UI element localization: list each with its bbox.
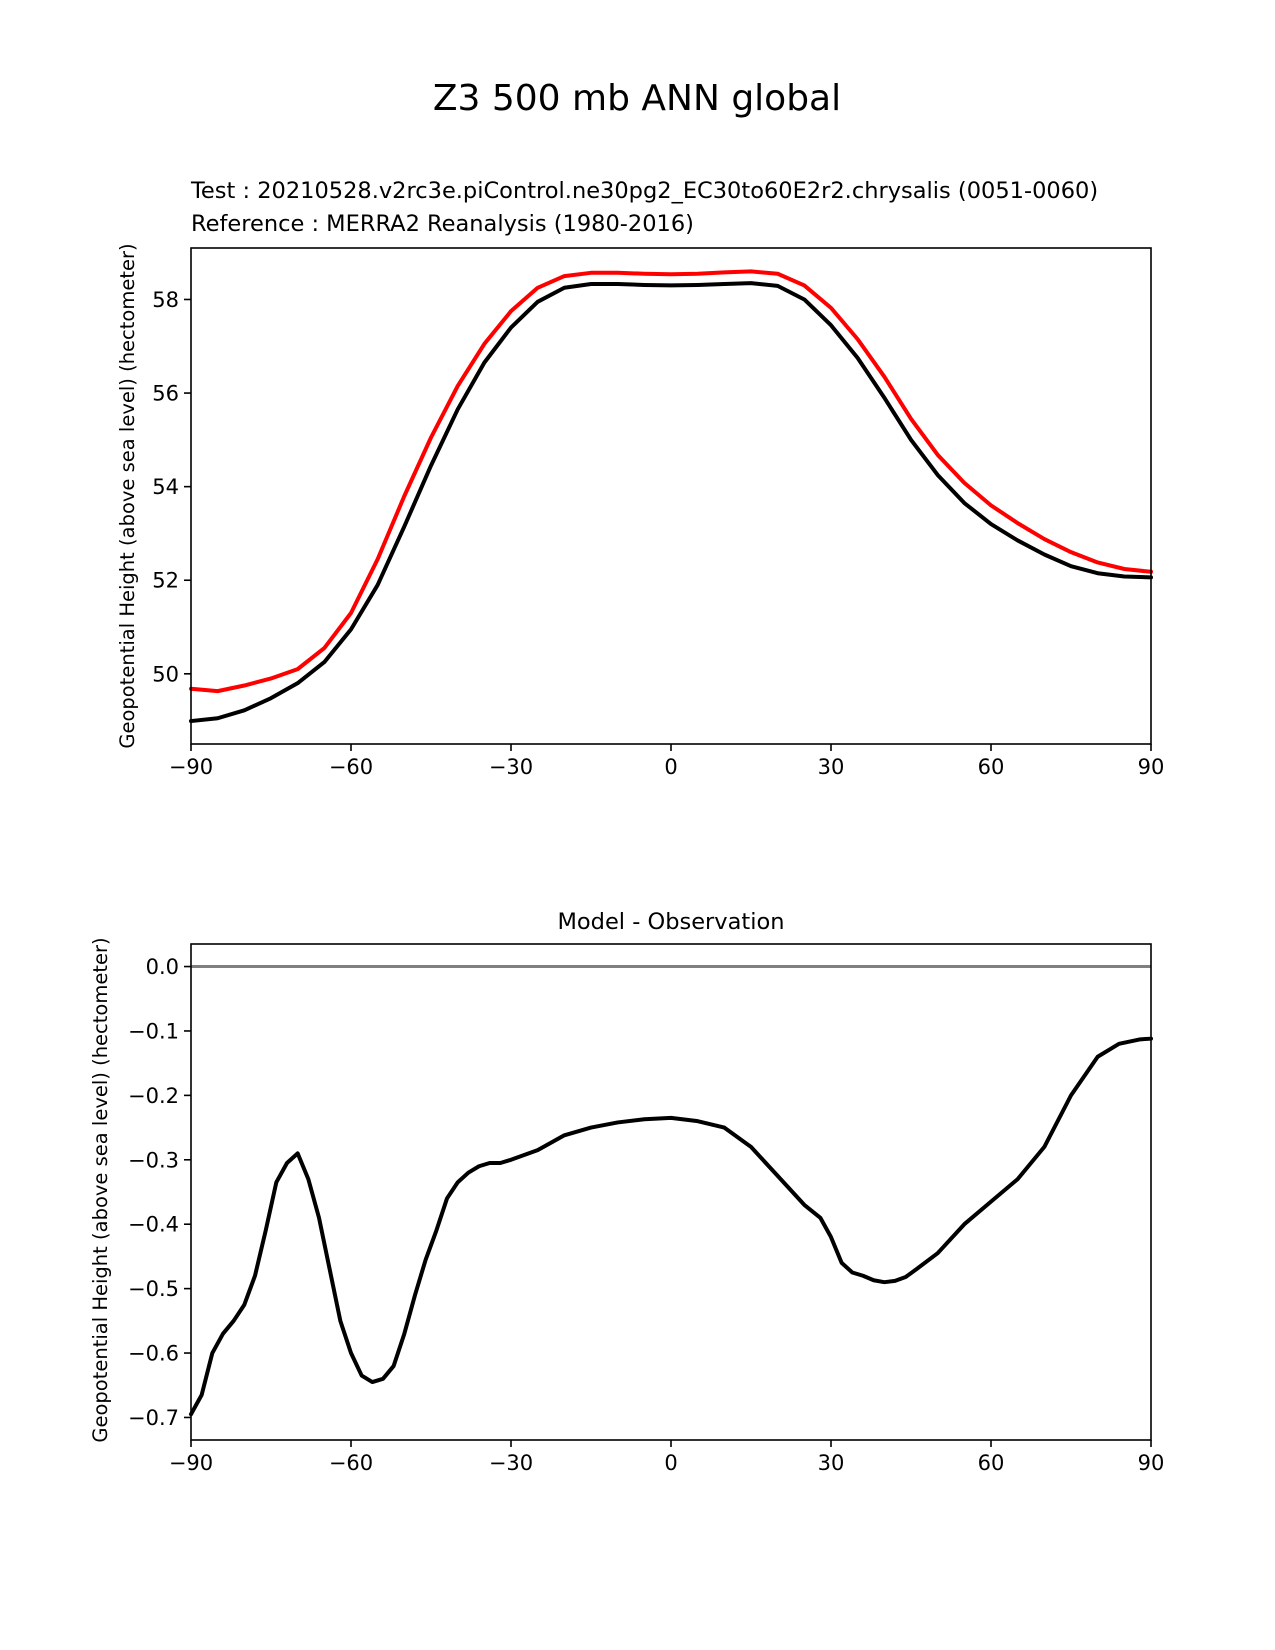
top-y-axis: 50 52 54 56 58 (152, 288, 191, 686)
bottom-x-tick-label: 90 (1138, 1451, 1165, 1475)
bottom-y-axis: 0.0 −0.1 −0.2 −0.3 −0.4 −0.5 −0.6 −0.7 (128, 955, 191, 1430)
top-series-line-test (189, 281, 1153, 724)
bottom-y-tick-label: −0.1 (128, 1019, 179, 1043)
top-y-tick-label: 58 (152, 288, 179, 312)
top-plot-frame (190, 247, 1152, 745)
figure-suptitle: Z3 500 mb ANN global (433, 78, 841, 119)
bottom-series-group (189, 1036, 1153, 1417)
bottom-y-tick-label: −0.6 (128, 1342, 179, 1366)
bottom-x-tick-label: 30 (818, 1451, 845, 1475)
top-series-group (189, 269, 1153, 724)
top-x-tick-label: 30 (818, 755, 845, 779)
top-x-tick-label: 60 (978, 755, 1005, 779)
bottom-panel: Model - Observation Geopotential Height … (89, 909, 1164, 1475)
bottom-y-tick-label: −0.7 (128, 1406, 179, 1430)
bottom-x-tick-label: −60 (329, 1451, 373, 1475)
bottom-series-line-model-observation (189, 1036, 1153, 1417)
reference-label: Reference : MERRA2 Reanalysis (1980-2016… (191, 211, 694, 237)
top-x-tick-label: 0 (664, 755, 677, 779)
bottom-y-axis-label: Geopotential Height (above sea level) (h… (89, 937, 112, 1442)
bottom-y-tick-label: −0.5 (128, 1277, 179, 1301)
bottom-y-tick-label: 0.0 (146, 955, 179, 979)
bottom-y-tick-label: −0.4 (128, 1213, 179, 1237)
bottom-x-tick-label: 60 (978, 1451, 1005, 1475)
top-x-tick-label: −30 (489, 755, 533, 779)
top-y-tick-label: 56 (152, 382, 179, 406)
top-series-line-reference (189, 269, 1153, 694)
top-y-tick-label: 52 (152, 569, 179, 593)
difference-title: Model - Observation (558, 909, 785, 935)
top-x-tick-label: −60 (329, 755, 373, 779)
bottom-x-axis: −90 −60 −30 0 30 60 90 (169, 1440, 1165, 1475)
top-panel: Test : 20210528.v2rc3e.piControl.ne30pg2… (116, 178, 1164, 779)
top-x-tick-label: −90 (169, 755, 213, 779)
top-x-tick-label: 90 (1138, 755, 1165, 779)
bottom-x-tick-label: −90 (169, 1451, 213, 1475)
bottom-x-tick-label: −30 (489, 1451, 533, 1475)
top-y-tick-label: 50 (152, 662, 179, 686)
top-y-tick-label: 54 (152, 475, 179, 499)
top-y-axis-label: Geopotential Height (above sea level) (h… (116, 243, 139, 748)
bottom-plot-frame (190, 943, 1152, 1441)
top-x-axis: −90 −60 −30 0 30 60 90 (169, 744, 1165, 779)
bottom-y-tick-label: −0.3 (128, 1148, 179, 1172)
bottom-x-tick-label: 0 (664, 1451, 677, 1475)
bottom-y-tick-label: −0.2 (128, 1084, 179, 1108)
test-label: Test : 20210528.v2rc3e.piControl.ne30pg2… (190, 178, 1098, 204)
